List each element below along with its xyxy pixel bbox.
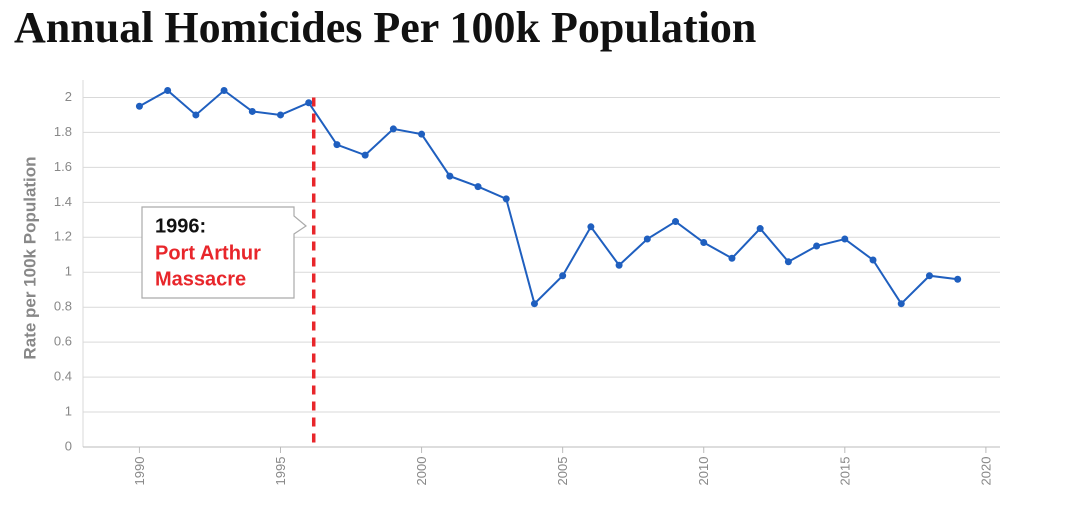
y-tick-label: 0.4: [54, 369, 72, 384]
data-point: [135, 102, 143, 110]
chart-title: Annual Homicides Per 100k Population: [14, 3, 756, 52]
y-tick-label: 2: [65, 89, 72, 104]
y-tick-label: 0: [65, 438, 72, 453]
data-point: [784, 258, 792, 266]
x-tick-label: 1990: [132, 457, 147, 486]
y-tick-label: 1.6: [54, 159, 72, 174]
data-point: [700, 239, 708, 247]
y-tick-label: 1: [65, 403, 72, 418]
x-tick-label: 2005: [555, 457, 570, 486]
annotation-label: 1996:: [155, 215, 206, 237]
y-tick-label: 1.4: [54, 194, 72, 209]
data-point: [615, 261, 623, 269]
y-tick-label: 0.6: [54, 334, 72, 349]
data-point: [897, 300, 905, 308]
data-point: [841, 235, 849, 243]
data-point: [672, 218, 680, 226]
data-point: [164, 86, 172, 94]
data-point: [925, 272, 933, 280]
y-tick-label: 1.8: [54, 124, 72, 139]
annotation-text: Massacre: [155, 268, 246, 290]
data-point: [192, 111, 200, 119]
data-point: [559, 272, 567, 280]
data-point: [474, 183, 482, 191]
annotation-box: [141, 206, 308, 299]
x-tick-label: 2000: [414, 457, 429, 486]
x-tick-label: 2015: [837, 457, 852, 486]
data-point: [643, 235, 651, 243]
data-point: [756, 225, 764, 233]
data-point: [728, 254, 736, 262]
data-point: [813, 242, 821, 250]
y-tick-label: 1.2: [54, 229, 72, 244]
data-point: [277, 111, 285, 119]
y-axis-label: Rate per 100k Population: [20, 156, 39, 359]
data-point: [248, 107, 256, 115]
data-point: [361, 151, 369, 159]
annotation-text: Port Arthur: [155, 242, 261, 264]
data-point: [446, 172, 454, 180]
data-point: [418, 130, 426, 138]
data-point: [869, 256, 877, 264]
data-point: [305, 99, 313, 107]
x-tick-label: 2010: [696, 457, 711, 486]
data-point: [502, 195, 510, 203]
data-point: [333, 141, 341, 149]
data-point: [530, 300, 538, 308]
series-line: [138, 89, 958, 306]
data-point: [389, 125, 397, 133]
y-tick-label: 1: [65, 264, 72, 279]
data-point: [587, 223, 595, 231]
x-tick-label: 1995: [273, 457, 288, 486]
data-point: [220, 86, 228, 94]
data-point: [954, 275, 962, 283]
y-tick-label: 0.8: [54, 299, 72, 314]
x-tick-label: 2020: [978, 457, 993, 486]
